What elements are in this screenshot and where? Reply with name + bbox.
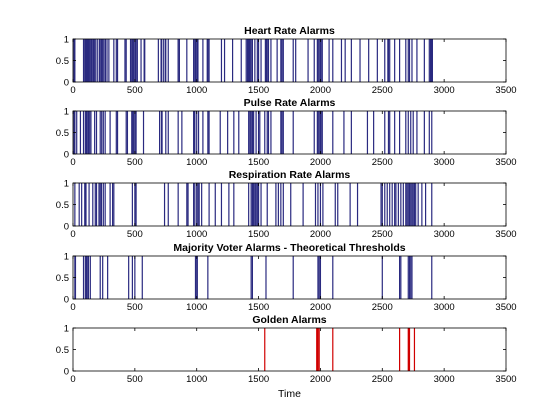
axes-box — [72, 327, 507, 372]
y-tick-label: 1 — [64, 179, 69, 190]
x-tick-label: 1000 — [186, 374, 207, 385]
x-tick-label: 2500 — [372, 229, 393, 240]
y-tick-label: 1 — [64, 252, 69, 263]
chart-panel-2: Pulse Rate Alarms 0 500 1000 1500 2000 2500 300… — [56, 97, 517, 168]
alarm-series — [264, 328, 416, 371]
x-axis-label: Time — [278, 388, 301, 400]
x-tick-label: 3500 — [495, 302, 516, 313]
x-tick-label: 0 — [70, 157, 75, 168]
x-tick-label: 2000 — [310, 302, 331, 313]
x-tick-label: 2000 — [310, 85, 331, 96]
y-tick-label: 0.5 — [56, 56, 69, 67]
x-tick-label: 500 — [127, 302, 143, 313]
x-tick-label: 500 — [127, 374, 143, 385]
chart-panel-1: Heart Rate Alarms 0 500 1000 1500 2000 2500 300… — [56, 25, 517, 96]
x-tick-label: 3000 — [434, 374, 455, 385]
alarm-series — [73, 111, 433, 154]
x-tick-label: 3500 — [495, 157, 516, 168]
axes-box — [72, 38, 507, 83]
x-tick-label: 0 — [70, 229, 75, 240]
chart-panel-5: Golden Alarms 0 500 1000 1500 2000 2500 3000 350… — [56, 314, 517, 400]
x-tick-label: 2500 — [372, 157, 393, 168]
x-tick-label: 1000 — [186, 229, 207, 240]
x-tick-label: 3500 — [495, 374, 516, 385]
alarm-series — [73, 39, 433, 82]
chart-title: Pulse Rate Alarms — [244, 97, 336, 109]
chart-title: Heart Rate Alarms — [244, 25, 335, 37]
x-tick-label: 1000 — [186, 85, 207, 96]
y-tick-label: 0 — [64, 222, 69, 233]
x-tick-label: 500 — [127, 157, 143, 168]
x-tick-label: 500 — [127, 85, 143, 96]
y-tick-label: 0 — [64, 78, 69, 89]
x-tick-label: 1000 — [186, 157, 207, 168]
x-tick-label: 0 — [70, 302, 75, 313]
y-tick-label: 0.5 — [56, 345, 69, 356]
axes-box — [72, 110, 507, 155]
y-tick-label: 0.5 — [56, 128, 69, 139]
x-tick-label: 3000 — [434, 229, 455, 240]
y-tick-label: 0 — [64, 367, 69, 378]
x-tick-label: 500 — [127, 229, 143, 240]
chart-title: Golden Alarms — [252, 314, 326, 326]
alarm-series — [74, 256, 433, 299]
y-tick-label: 1 — [64, 35, 69, 46]
chart-panel-4: Majority Voter Alarms - Theoretical Thre… — [56, 242, 517, 313]
x-tick-label: 3000 — [434, 157, 455, 168]
y-tick-label: 1 — [64, 324, 69, 335]
chart-title: Majority Voter Alarms - Theoretical Thre… — [173, 242, 405, 254]
x-tick-label: 2000 — [310, 229, 331, 240]
chart-panel-3: Respiration Rate Alarms 0 500 1000 1500 2000 2… — [56, 169, 517, 240]
x-tick-label: 1000 — [186, 302, 207, 313]
x-tick-label: 3000 — [434, 85, 455, 96]
x-tick-label: 2000 — [310, 157, 331, 168]
x-tick-label: 2500 — [372, 302, 393, 313]
x-tick-label: 0 — [70, 85, 75, 96]
x-tick-label: 3000 — [434, 302, 455, 313]
x-tick-label: 1500 — [248, 302, 269, 313]
x-tick-label: 3500 — [495, 229, 516, 240]
x-tick-label: 1500 — [248, 157, 269, 168]
x-tick-label: 0 — [70, 374, 75, 385]
x-tick-label: 2000 — [310, 374, 331, 385]
x-tick-label: 2500 — [372, 374, 393, 385]
y-tick-label: 0 — [64, 150, 69, 161]
alarm-series — [74, 183, 433, 226]
chart-title: Respiration Rate Alarms — [229, 169, 351, 181]
axes-box — [72, 255, 507, 300]
axes-box — [72, 182, 507, 227]
x-tick-label: 1500 — [248, 229, 269, 240]
y-tick-label: 0.5 — [56, 200, 69, 211]
y-tick-label: 0.5 — [56, 273, 69, 284]
y-tick-label: 1 — [64, 107, 69, 118]
y-tick-label: 0 — [64, 295, 69, 306]
x-tick-label: 3500 — [495, 85, 516, 96]
x-tick-label: 1500 — [248, 374, 269, 385]
x-tick-label: 1500 — [248, 85, 269, 96]
x-tick-label: 2500 — [372, 85, 393, 96]
